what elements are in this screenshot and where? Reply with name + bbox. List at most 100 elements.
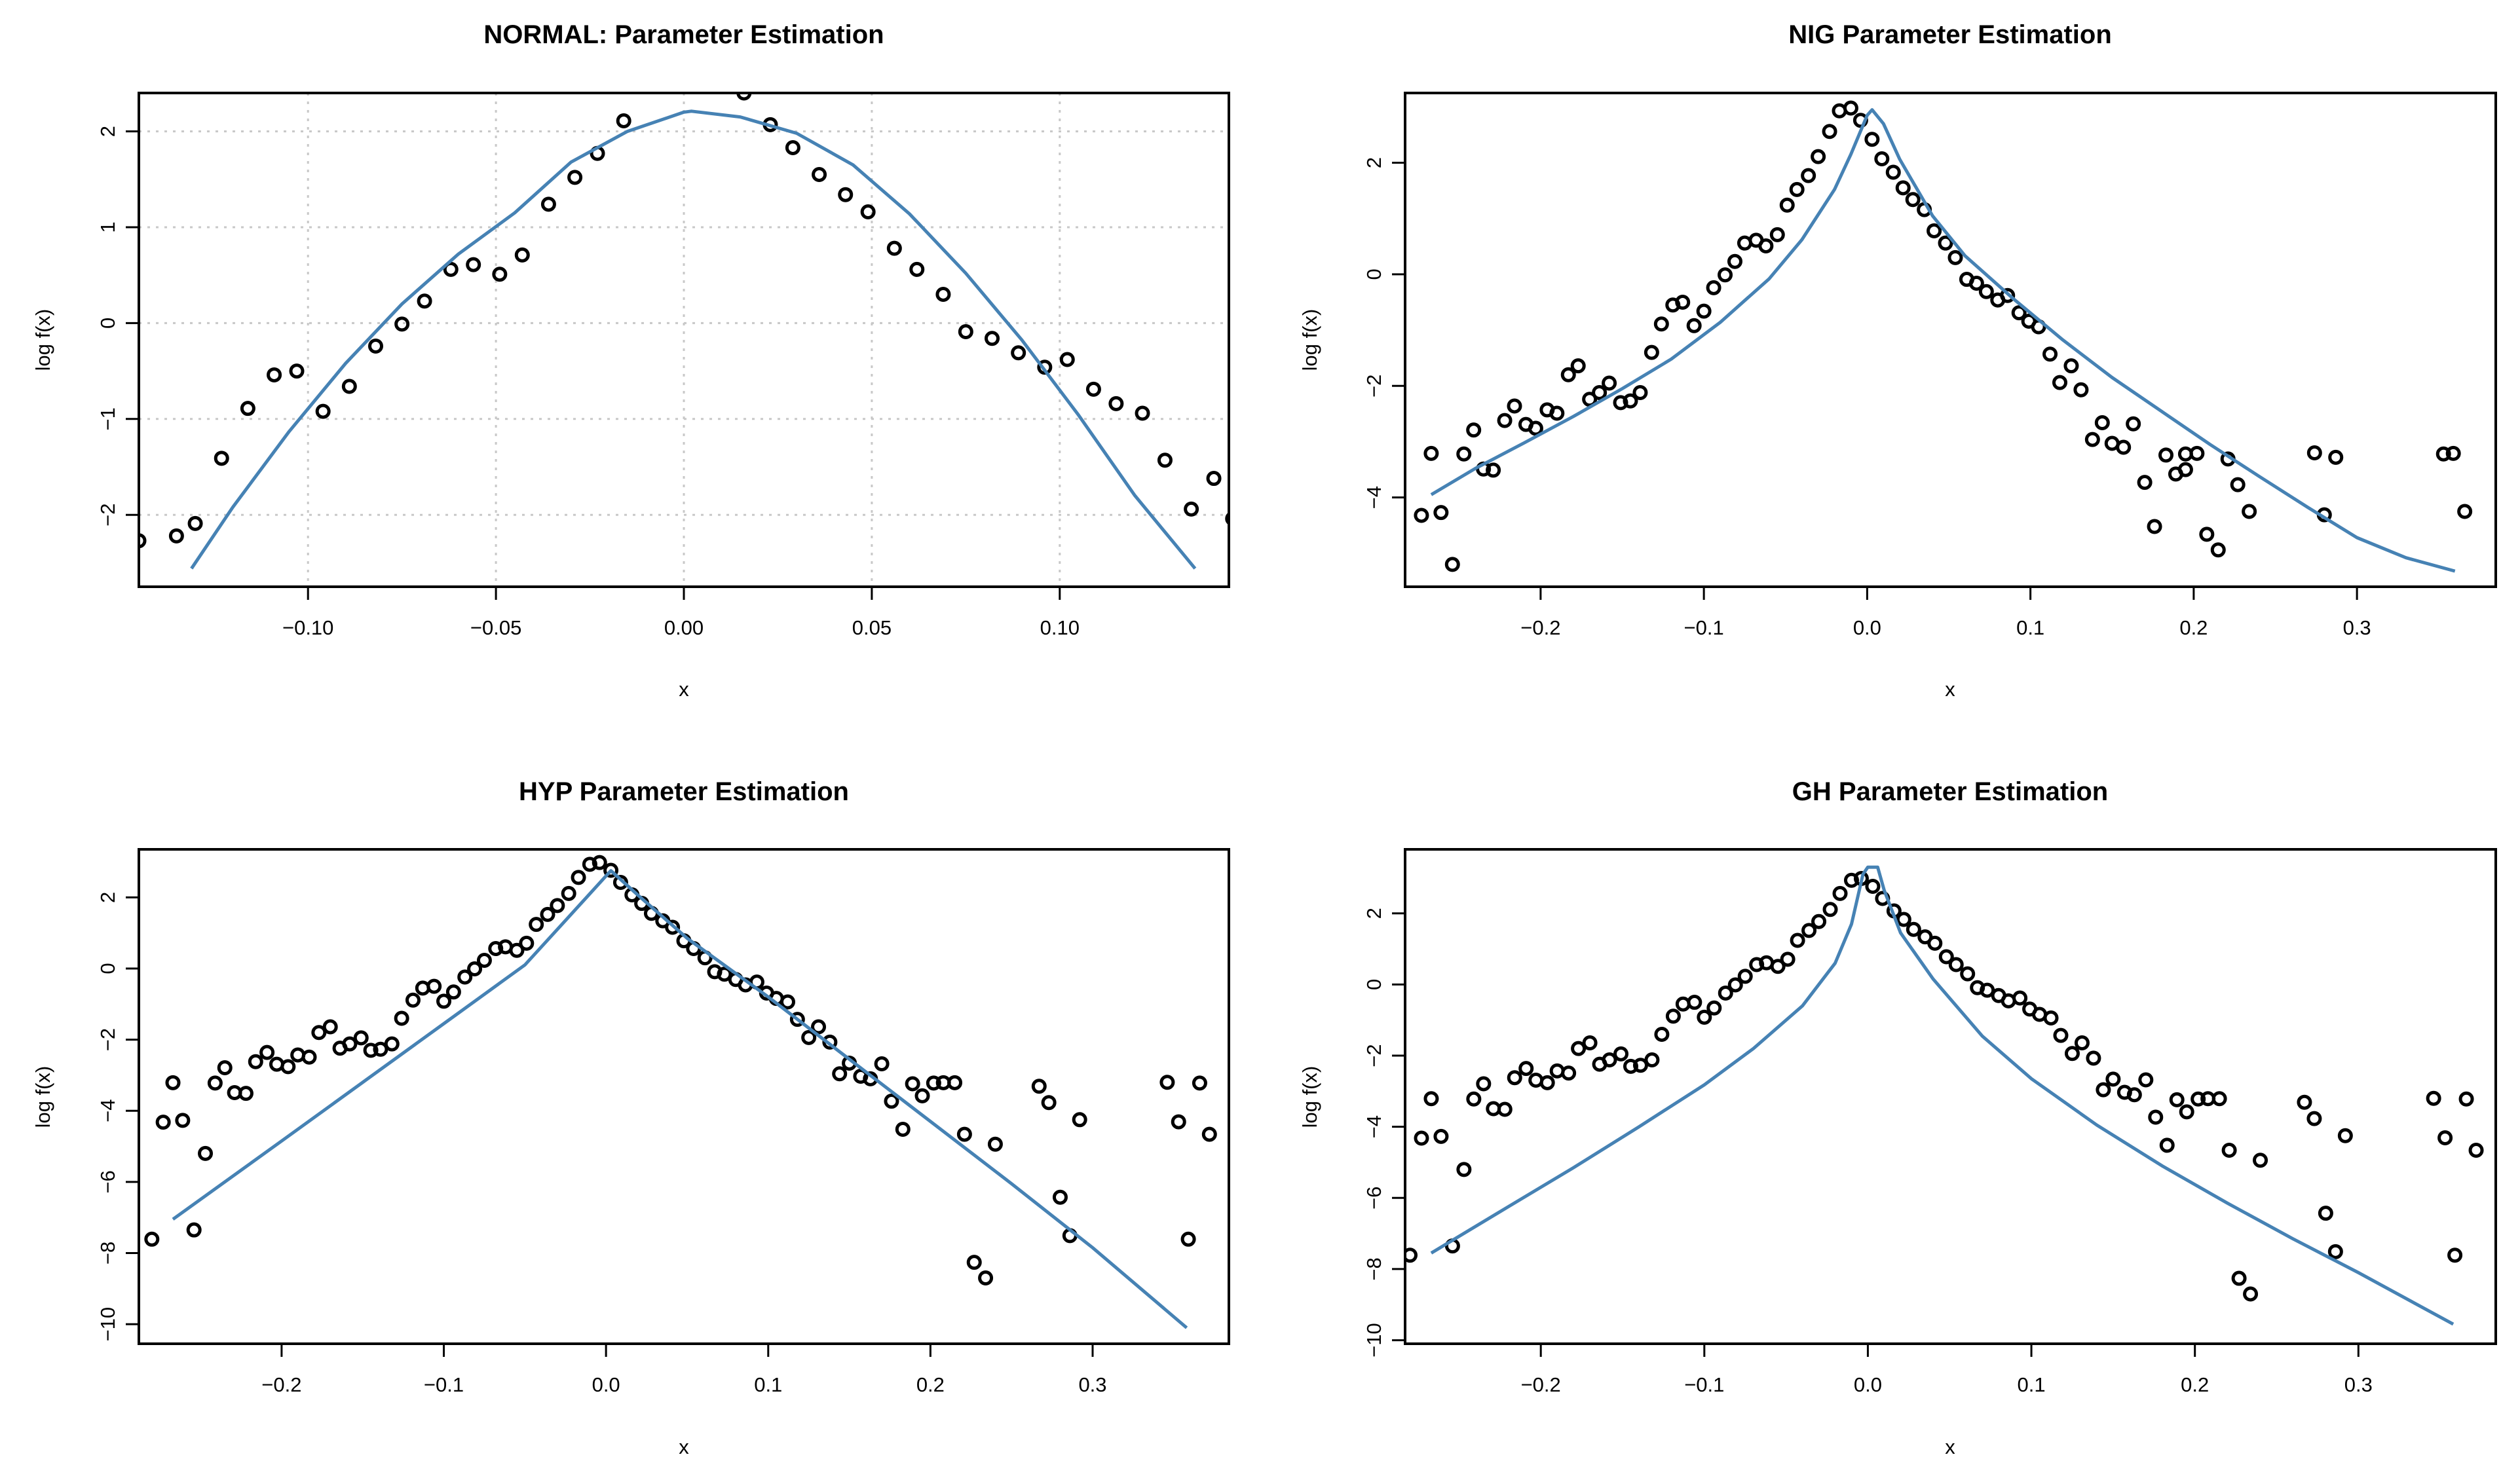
chart-title: NORMAL: Parameter Estimation xyxy=(483,20,884,49)
fit-line xyxy=(172,869,1188,1329)
x-axis-label: x xyxy=(679,678,689,701)
data-point xyxy=(373,1041,388,1057)
data-point xyxy=(342,1036,358,1052)
data-point xyxy=(2230,477,2246,492)
data-point xyxy=(2189,445,2205,461)
x-tick-label: −0.05 xyxy=(470,616,521,639)
y-tick-label: 0 xyxy=(96,963,119,974)
fit-line xyxy=(1430,108,2456,573)
data-point xyxy=(1602,1052,1617,1068)
data-point xyxy=(311,1025,327,1041)
data-point xyxy=(1947,249,1963,265)
x-axis: −0.2 −0.1 0.0 0.1 0.2 0.3 xyxy=(1521,1344,2373,1396)
data-point xyxy=(2297,1094,2312,1110)
data-point xyxy=(1041,1095,1057,1111)
data-point xyxy=(1031,1079,1047,1094)
x-tick-label: −0.1 xyxy=(1684,616,1724,639)
data-point xyxy=(1613,1046,1629,1062)
data-point xyxy=(384,1036,400,1052)
y-tick-label: 0 xyxy=(1363,268,1385,280)
data-point xyxy=(1653,316,1669,332)
data-point xyxy=(1476,1076,1492,1092)
data-point xyxy=(2253,1153,2268,1168)
x-tick-label: −0.2 xyxy=(1521,1373,1561,1396)
data-point xyxy=(1456,1162,1472,1177)
data-point xyxy=(1549,405,1565,421)
x-tick-label: 0.3 xyxy=(2343,616,2371,639)
y-tick-label: 2 xyxy=(96,126,119,137)
data-point xyxy=(1528,420,1543,436)
data-point xyxy=(2094,415,2110,431)
data-point xyxy=(466,257,481,272)
plot-frame xyxy=(1404,848,2497,1345)
data-point xyxy=(168,528,184,544)
data-point xyxy=(1171,1114,1186,1130)
data-point xyxy=(1602,375,1617,391)
data-point xyxy=(1938,949,1954,965)
data-point xyxy=(2138,1072,2154,1088)
data-point xyxy=(1444,557,1460,572)
data-point xyxy=(1571,1041,1587,1056)
data-point xyxy=(1157,453,1173,468)
data-point xyxy=(238,1086,254,1101)
data-point xyxy=(1433,1128,1449,1144)
data-point xyxy=(567,170,583,185)
y-tick-label: 2 xyxy=(1363,908,1385,919)
data-point xyxy=(405,992,421,1008)
data-point xyxy=(561,885,576,901)
data-point xyxy=(214,451,229,466)
data-point xyxy=(2096,1082,2111,1098)
data-point xyxy=(1696,303,1712,319)
plot-frame xyxy=(138,848,1230,1345)
data-point xyxy=(488,941,504,957)
data-point xyxy=(1718,267,1733,283)
grid-lines xyxy=(139,93,1229,587)
data-point xyxy=(1737,969,1753,984)
data-point xyxy=(2221,1143,2237,1158)
data-point xyxy=(2053,1027,2069,1043)
data-point xyxy=(1423,1091,1439,1107)
data-point xyxy=(1059,352,1075,367)
y-axis-label: log f(x) xyxy=(1298,1066,1321,1128)
plot-area xyxy=(1414,100,2473,573)
data-point xyxy=(467,961,483,977)
data-point xyxy=(139,533,147,549)
y-tick-label: −10 xyxy=(1363,1323,1385,1358)
x-tick-label: 0.0 xyxy=(1853,616,1881,639)
x-tick-label: 0.1 xyxy=(2018,1373,2046,1396)
data-point xyxy=(1466,1091,1482,1107)
data-point xyxy=(2457,504,2473,519)
x-tick-label: 0.3 xyxy=(1078,1373,1106,1396)
data-point xyxy=(2327,1244,2343,1259)
data-point xyxy=(2063,358,2079,374)
data-point xyxy=(884,1094,899,1109)
data-point xyxy=(165,1075,181,1090)
data-point xyxy=(1727,253,1742,269)
data-point xyxy=(987,1136,1003,1152)
data-point xyxy=(186,1222,202,1238)
x-tick-label: 0.0 xyxy=(1854,1373,1882,1396)
data-point xyxy=(616,113,631,128)
chart-title: NIG Parameter Estimation xyxy=(1788,20,2112,49)
data-point xyxy=(1801,168,1816,183)
y-tick-label: −2 xyxy=(96,504,119,527)
data-point xyxy=(1423,445,1439,461)
data-point xyxy=(1811,914,1827,929)
data-point xyxy=(2169,1092,2185,1107)
data-point xyxy=(956,1126,972,1142)
data-point xyxy=(947,1075,963,1090)
y-tick-label: −4 xyxy=(1363,1115,1385,1138)
data-point xyxy=(603,862,619,878)
data-point xyxy=(914,1088,930,1103)
data-point xyxy=(1623,393,1638,409)
x-tick-label: −0.2 xyxy=(1520,616,1560,639)
data-point xyxy=(1769,227,1785,242)
data-point xyxy=(571,870,586,885)
x-tick-label: 0.3 xyxy=(2344,1373,2373,1396)
data-point xyxy=(550,898,565,914)
data-point xyxy=(1632,385,1648,401)
y-axis: −2 −1 0 1 2 xyxy=(96,126,139,527)
data-point xyxy=(2011,305,2027,321)
data-point xyxy=(2191,1091,2206,1107)
data-point xyxy=(780,994,795,1010)
